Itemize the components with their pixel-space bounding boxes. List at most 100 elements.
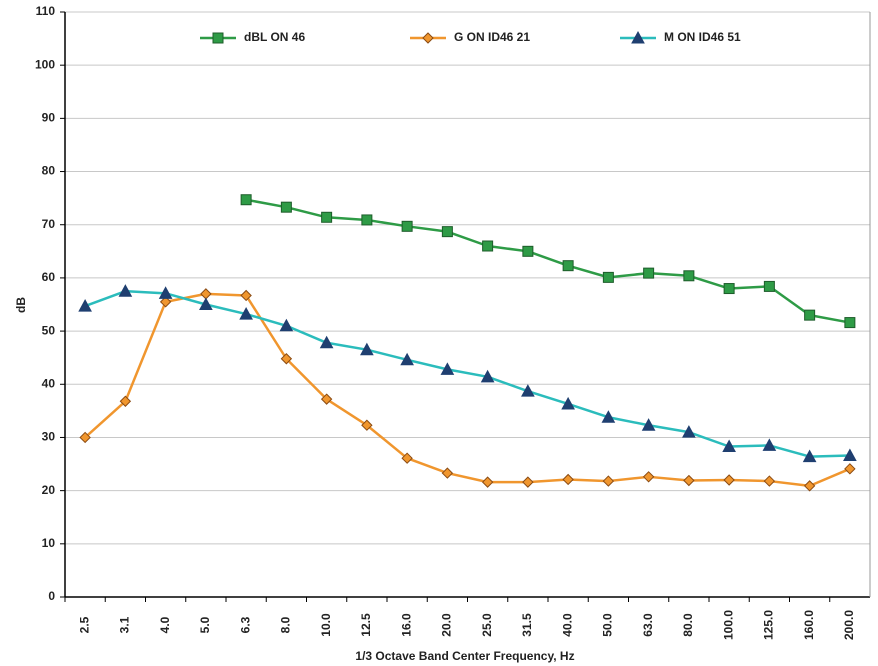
marker [682, 425, 696, 438]
marker [240, 194, 252, 206]
marker [602, 475, 615, 487]
marker [762, 438, 777, 451]
marker [119, 395, 132, 407]
legend-marker [631, 30, 645, 44]
series-line [84, 292, 851, 488]
marker [844, 463, 856, 475]
marker [79, 431, 91, 444]
x-tick-label: 200.0 [842, 610, 856, 640]
marker [802, 449, 817, 463]
marker [481, 476, 494, 488]
x-tick-label: 10.0 [319, 613, 333, 637]
x-tick-label: 40.0 [560, 613, 574, 637]
x-tick-label: 5.0 [198, 616, 212, 633]
marker [320, 393, 333, 405]
x-tick-label: 160.0 [802, 610, 816, 640]
marker [683, 270, 695, 282]
marker [361, 419, 373, 431]
x-tick-label: 6.3 [238, 616, 252, 633]
marker [200, 288, 212, 300]
marker [441, 226, 453, 238]
marker [843, 448, 857, 462]
series-line [245, 198, 851, 324]
marker [642, 471, 655, 483]
x-tick-label: 31.5 [520, 613, 534, 637]
marker [522, 245, 534, 257]
marker [321, 211, 333, 223]
x-tick-label: 63.0 [641, 613, 655, 637]
y-tick-label: 70 [42, 217, 56, 231]
marker [561, 396, 575, 410]
y-tick-label: 30 [42, 430, 56, 444]
marker [239, 307, 253, 320]
marker [441, 467, 454, 479]
marker [522, 476, 534, 488]
marker [158, 286, 173, 299]
x-tick-label: 20.0 [440, 613, 454, 637]
x-tick-label: 2.5 [77, 616, 91, 633]
marker [763, 280, 775, 292]
legend-label: G ON ID46 21 [454, 30, 530, 44]
marker [118, 284, 133, 297]
x-tick-label: 50.0 [601, 613, 615, 637]
y-tick-label: 10 [42, 536, 56, 550]
marker [401, 452, 413, 464]
legend-label: M ON ID46 51 [664, 30, 741, 44]
marker [763, 475, 776, 487]
marker [279, 318, 294, 332]
marker [722, 439, 736, 452]
series-line [84, 289, 850, 458]
marker [400, 352, 414, 366]
marker [683, 474, 695, 487]
marker [482, 240, 494, 252]
marker [803, 480, 816, 492]
marker [440, 362, 455, 375]
marker [723, 474, 735, 486]
marker [643, 267, 655, 279]
legend-marker [422, 32, 434, 44]
marker [562, 473, 574, 486]
marker [601, 410, 616, 423]
marker [78, 299, 92, 312]
y-tick-label: 0 [48, 589, 55, 603]
x-axis-title: 1/3 Octave Band Center Frequency, Hz [355, 649, 574, 663]
legend-marker [212, 32, 224, 44]
marker [280, 353, 293, 365]
marker [723, 283, 735, 295]
y-tick-label: 110 [36, 4, 56, 18]
y-tick-label: 100 [35, 57, 55, 71]
x-tick-label: 100.0 [721, 610, 735, 640]
y-axis-title: dB [14, 297, 28, 313]
x-tick-label: 8.0 [279, 616, 293, 633]
x-tick-label: 3.1 [118, 616, 132, 633]
marker [562, 260, 574, 272]
y-tick-label: 90 [42, 111, 56, 125]
y-tick-label: 60 [42, 270, 56, 284]
marker [401, 220, 413, 232]
x-tick-label: 125.0 [762, 610, 776, 640]
marker [804, 309, 816, 321]
marker [641, 418, 656, 431]
marker [280, 201, 292, 213]
legend-label: dBL ON 46 [244, 30, 305, 44]
marker [319, 335, 334, 349]
marker [199, 297, 213, 310]
marker [361, 214, 373, 226]
marker [844, 317, 856, 329]
marker [360, 342, 374, 356]
x-tick-label: 16.0 [399, 613, 413, 637]
y-tick-label: 80 [42, 164, 56, 178]
x-tick-label: 4.0 [158, 616, 172, 633]
y-tick-label: 50 [42, 323, 56, 337]
marker [602, 271, 614, 283]
marker [159, 296, 172, 308]
y-tick-label: 20 [42, 483, 56, 497]
x-tick-label: 80.0 [681, 613, 695, 637]
marker [240, 289, 252, 302]
y-tick-label: 40 [42, 376, 56, 390]
x-tick-label: 25.0 [480, 613, 494, 637]
marker [521, 384, 535, 397]
marker [480, 369, 495, 383]
x-tick-label: 12.5 [359, 613, 373, 637]
